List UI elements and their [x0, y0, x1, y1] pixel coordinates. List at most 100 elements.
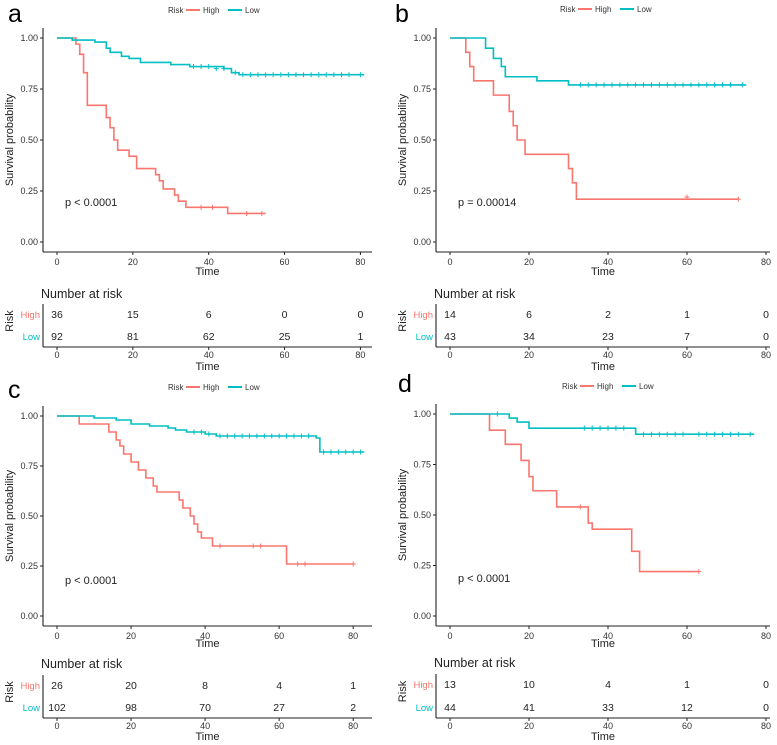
censor-mark-high: [295, 561, 301, 567]
risk-group-label-high: High: [413, 680, 433, 691]
censor-mark-low: [232, 70, 238, 76]
risk-count: 26: [51, 680, 63, 692]
risk-count: 1: [350, 680, 356, 692]
risk-count: 0: [763, 331, 769, 343]
risk-x-tick-label: 80: [348, 721, 358, 731]
censor-mark-low: [581, 425, 587, 431]
censor-mark-low: [613, 425, 619, 431]
risk-group-label-low: Low: [416, 332, 434, 343]
censor-mark-low: [198, 64, 204, 70]
y-axis-title: Survival probability: [4, 93, 16, 186]
risk-count: 0: [357, 309, 363, 321]
censor-mark-low: [328, 449, 334, 455]
risk-group-label-low: Low: [23, 703, 41, 714]
censor-mark-high: [258, 543, 264, 549]
x-tick-label: 40: [603, 631, 613, 641]
censor-mark-low: [331, 72, 337, 78]
risk-count: 102: [48, 702, 66, 714]
survival-curve-high: [57, 37, 266, 215]
y-tick-label: 0.75: [413, 84, 431, 94]
risk-table-ylabel: Risk: [4, 681, 16, 703]
risk-table-ylabel: Risk: [397, 310, 409, 332]
legend: Risk High Low: [168, 6, 260, 15]
x-tick-label: 40: [200, 631, 210, 641]
x-tick-label: 80: [348, 631, 358, 641]
censor-mark-low: [641, 431, 647, 437]
censor-mark-low: [727, 82, 733, 88]
censor-mark-high: [302, 561, 308, 567]
censor-mark-low: [648, 82, 654, 88]
censor-mark-low: [255, 72, 261, 78]
censor-mark-low: [648, 431, 654, 437]
risk-count: 10: [523, 679, 535, 691]
censor-mark-low: [301, 72, 307, 78]
risk-count: 0: [763, 679, 769, 691]
risk-count: 27: [273, 702, 285, 714]
censor-mark-low: [338, 72, 344, 78]
censor-mark-high: [696, 569, 702, 575]
censor-mark-high: [350, 561, 356, 567]
legend: Risk High Low: [562, 382, 654, 391]
risk-group-label-low: Low: [416, 703, 434, 714]
y-tick-label: 1.00: [413, 409, 431, 419]
censor-mark-low: [270, 72, 276, 78]
legend-label-low: Low: [637, 5, 652, 14]
censor-mark-low: [720, 431, 726, 437]
x-tick-label: 80: [761, 257, 771, 267]
risk-x-tick-label: 20: [126, 721, 136, 731]
y-axis-title: Survival probability: [397, 93, 409, 186]
risk-group-label-high: High: [20, 310, 40, 321]
x-tick-label: 20: [126, 631, 136, 641]
y-tick-label: 0.50: [20, 511, 38, 521]
censor-mark-low: [656, 431, 662, 437]
risk-count: 4: [276, 680, 282, 692]
x-tick-label: 20: [128, 257, 138, 267]
risk-group-label-high: High: [20, 681, 40, 692]
censor-mark-low: [308, 72, 314, 78]
risk-count: 25: [279, 331, 291, 343]
y-tick-label: 0.00: [20, 237, 38, 247]
censor-mark-low: [350, 449, 356, 455]
risk-count: 4: [605, 679, 611, 691]
censor-mark-low: [358, 449, 364, 455]
y-tick-label: 0.75: [20, 84, 38, 94]
censor-mark-low: [224, 433, 230, 439]
censor-mark-low: [316, 72, 322, 78]
censor-mark-low: [247, 72, 253, 78]
x-tick-label: 60: [274, 631, 284, 641]
censor-mark-low: [593, 82, 599, 88]
risk-group-label-high: High: [413, 310, 433, 321]
censor-mark-low: [601, 82, 607, 88]
risk-x-tick-label: 60: [682, 350, 692, 360]
x-tick-label: 20: [524, 257, 534, 267]
y-tick-label: 0.00: [413, 237, 431, 247]
risk-count: 0: [282, 309, 288, 321]
legend: Risk High Low: [168, 383, 260, 392]
risk-count: 1: [684, 309, 690, 321]
y-tick-label: 0.00: [20, 611, 38, 621]
p-value: p < 0.0001: [65, 197, 117, 209]
risk-count: 20: [125, 680, 137, 692]
y-tick-label: 1.00: [413, 33, 431, 43]
censor-mark-low: [285, 72, 291, 78]
censor-mark-low: [664, 431, 670, 437]
censor-mark-low: [577, 82, 583, 88]
censor-mark-low: [254, 433, 260, 439]
y-tick-label: 0.50: [413, 135, 431, 145]
censor-mark-low: [727, 431, 733, 437]
x-tick-label: 60: [280, 257, 290, 267]
censor-mark-low: [293, 72, 299, 78]
y-tick-label: 0.25: [20, 561, 38, 571]
risk-x-tick-label: 60: [274, 721, 284, 731]
risk-table-ylabel: Risk: [397, 680, 409, 702]
risk-count: 6: [206, 309, 212, 321]
legend-label-high: High: [595, 5, 611, 14]
risk-x-tick-label: 0: [54, 350, 59, 360]
legend-title: Risk: [560, 5, 577, 14]
censor-mark-low: [696, 431, 702, 437]
risk-count: 13: [444, 679, 456, 691]
censor-mark-high: [250, 543, 256, 549]
